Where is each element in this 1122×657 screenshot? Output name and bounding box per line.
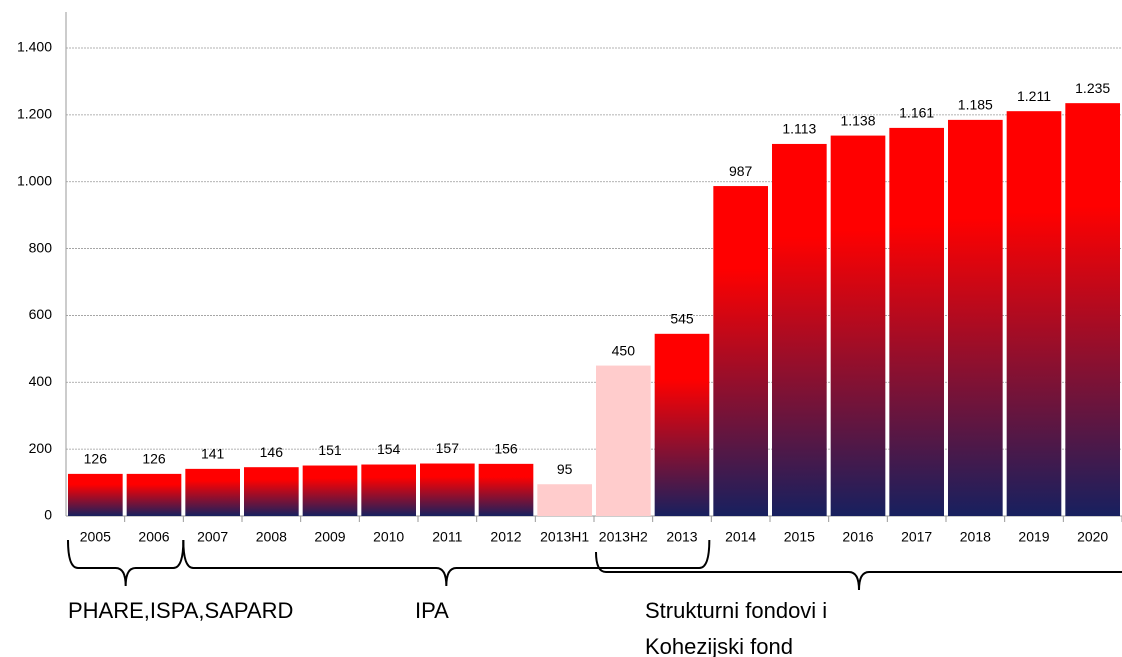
bar bbox=[478, 463, 534, 516]
bar bbox=[244, 467, 299, 516]
x-tick-label: 2005 bbox=[80, 529, 111, 545]
brace bbox=[67, 539, 185, 587]
annotation: PHARE,ISPA,SAPARD bbox=[68, 598, 293, 623]
annotation: IPA bbox=[415, 598, 449, 623]
value-label: 141 bbox=[201, 446, 225, 462]
value-label: 157 bbox=[436, 440, 460, 456]
y-tick-label: 1.400 bbox=[17, 39, 52, 55]
bar bbox=[361, 464, 416, 516]
bar bbox=[1006, 111, 1062, 517]
bar bbox=[537, 484, 592, 516]
x-tick-label: 2016 bbox=[842, 529, 873, 545]
x-tick-label: 2007 bbox=[197, 529, 228, 545]
value-label: 126 bbox=[142, 451, 166, 467]
value-label: 151 bbox=[318, 442, 342, 458]
x-tick-label: 2019 bbox=[1018, 529, 1049, 545]
bar bbox=[654, 333, 710, 516]
brace bbox=[595, 551, 1122, 591]
bar bbox=[948, 119, 1003, 516]
value-label: 987 bbox=[729, 163, 753, 179]
x-tick-label: 2009 bbox=[314, 529, 345, 545]
value-label: 95 bbox=[557, 461, 573, 477]
x-tick-label: 2012 bbox=[490, 529, 521, 545]
value-label: 156 bbox=[494, 441, 518, 457]
value-label: 126 bbox=[84, 451, 108, 467]
bar bbox=[772, 143, 827, 516]
value-label: 154 bbox=[377, 441, 401, 457]
y-tick-label: 1.000 bbox=[17, 172, 52, 188]
value-label: 1.161 bbox=[899, 105, 934, 121]
value-label: 1.185 bbox=[958, 97, 993, 113]
bar bbox=[596, 365, 651, 516]
value-label: 450 bbox=[612, 342, 636, 358]
bar bbox=[713, 186, 768, 516]
bar bbox=[830, 135, 886, 516]
x-tick-label: 2013H1 bbox=[540, 529, 589, 545]
value-label: 1.138 bbox=[840, 112, 875, 128]
x-tick-label: 2018 bbox=[960, 529, 991, 545]
value-label: 1.235 bbox=[1075, 80, 1110, 96]
annotation: Strukturni fondovi i bbox=[645, 598, 827, 623]
y-tick-label: 400 bbox=[29, 373, 53, 389]
brace bbox=[182, 539, 711, 587]
x-tick-label: 2010 bbox=[373, 529, 404, 545]
y-tick-label: 800 bbox=[29, 239, 53, 255]
x-tick-label: 2020 bbox=[1077, 529, 1108, 545]
x-tick-label: 2011 bbox=[432, 529, 462, 545]
y-tick-label: 1.200 bbox=[17, 106, 52, 122]
bar bbox=[420, 463, 475, 516]
y-tick-label: 600 bbox=[29, 306, 53, 322]
x-tick-label: 2006 bbox=[138, 529, 169, 545]
bar bbox=[185, 468, 240, 516]
y-tick-label: 0 bbox=[44, 507, 52, 523]
bar bbox=[1065, 103, 1120, 517]
value-label: 545 bbox=[670, 311, 694, 327]
y-tick-label: 200 bbox=[29, 440, 53, 456]
bar bbox=[68, 473, 123, 516]
x-tick-label: 2014 bbox=[725, 529, 756, 545]
value-label: 146 bbox=[260, 444, 284, 460]
x-tick-label: 2013H2 bbox=[599, 529, 648, 545]
value-label: 1.113 bbox=[782, 121, 816, 137]
bar bbox=[889, 127, 944, 516]
value-label: 1.211 bbox=[1017, 88, 1051, 104]
annotation: Kohezijski fond bbox=[645, 634, 793, 657]
bar bbox=[302, 465, 358, 516]
x-tick-label: 2017 bbox=[901, 529, 932, 545]
x-tick-label: 2013 bbox=[666, 529, 697, 545]
x-tick-label: 2015 bbox=[784, 529, 815, 545]
bar bbox=[126, 473, 182, 516]
x-tick-label: 2008 bbox=[256, 529, 287, 545]
